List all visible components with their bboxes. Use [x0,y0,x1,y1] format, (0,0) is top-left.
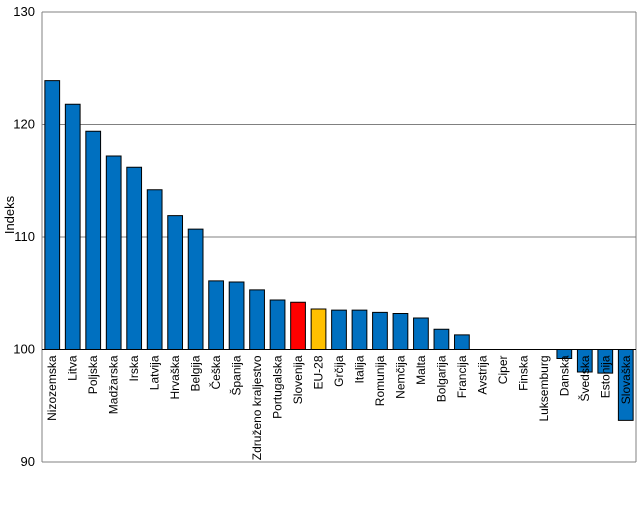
x-category-label: Ciper [496,356,510,385]
bar-13 [310,308,327,350]
x-category-label: EU-28 [312,355,326,389]
x-category-label: Nemčija [393,355,407,399]
x-category-label: Latvija [148,355,162,390]
x-category-label: Madžarska [107,355,121,414]
x-category-label: Češka [208,355,223,389]
bar-18 [413,317,429,350]
bar-0 [44,80,61,350]
y-axis-title: Indeks [2,195,17,234]
x-category-label: Grčija [332,355,346,387]
bar-27 [597,349,614,374]
bar-25 [556,349,573,359]
y-tick-label: 110 [14,229,35,244]
y-tick-label: 120 [13,117,35,132]
x-category-label: Finska [516,355,530,391]
x-category-label: Estonija [598,355,612,398]
x-category-label: Slovaška [619,355,633,404]
x-category-label: Litva [66,355,80,381]
x-category-label: Francija [455,355,469,398]
y-tick-label: 90 [21,454,35,469]
bar-19 [433,328,450,350]
x-category-label: Avstrija [475,355,489,394]
bar-3 [105,155,122,350]
x-category-label: Švedska [577,355,592,401]
y-tick-label: 130 [13,4,35,19]
x-category-label: Hrvaška [168,355,182,399]
x-category-label: Danska [557,355,571,396]
bar-2 [85,130,102,350]
bar-16 [372,311,388,350]
x-category-label: Združeno kraljestvo [250,355,264,460]
bar-11 [269,299,286,350]
x-category-label: Romunija [373,355,387,406]
bar-9 [228,281,245,350]
bar-17 [392,313,409,350]
bar-12 [290,301,306,350]
bar-14 [331,309,347,350]
x-category-label: Irska [127,355,141,381]
y-tick-label: 100 [13,342,35,357]
bar-1 [64,103,81,350]
bar-5 [146,189,163,350]
x-category-label: Belgija [189,355,203,391]
x-category-label: Bolgarija [434,355,448,402]
bars [44,80,634,421]
bar-20 [454,334,470,350]
x-category-labels: Nizozemska Litva Poljska Madžarska Irska Latv… [45,355,633,460]
bar-28 [617,349,634,421]
x-category-label: Slovenija [291,355,305,404]
x-category-label: Poljska [86,355,100,394]
bar-10 [249,289,265,350]
y-tick-labels: 90 100 110 120 130 [13,4,35,469]
bar-7 [187,228,204,350]
bar-4 [126,166,143,350]
bar-15 [351,309,368,350]
bar-6 [167,215,184,350]
x-category-label: Portugalska [271,355,285,419]
x-category-label: Malta [414,355,428,385]
x-category-label: Španija [229,355,244,395]
x-category-label: Nizozemska [45,355,59,421]
bar-26 [576,349,593,373]
x-category-label: Luksemburg [537,356,551,422]
bar-8 [208,280,224,350]
x-category-label: Italija [352,355,366,383]
